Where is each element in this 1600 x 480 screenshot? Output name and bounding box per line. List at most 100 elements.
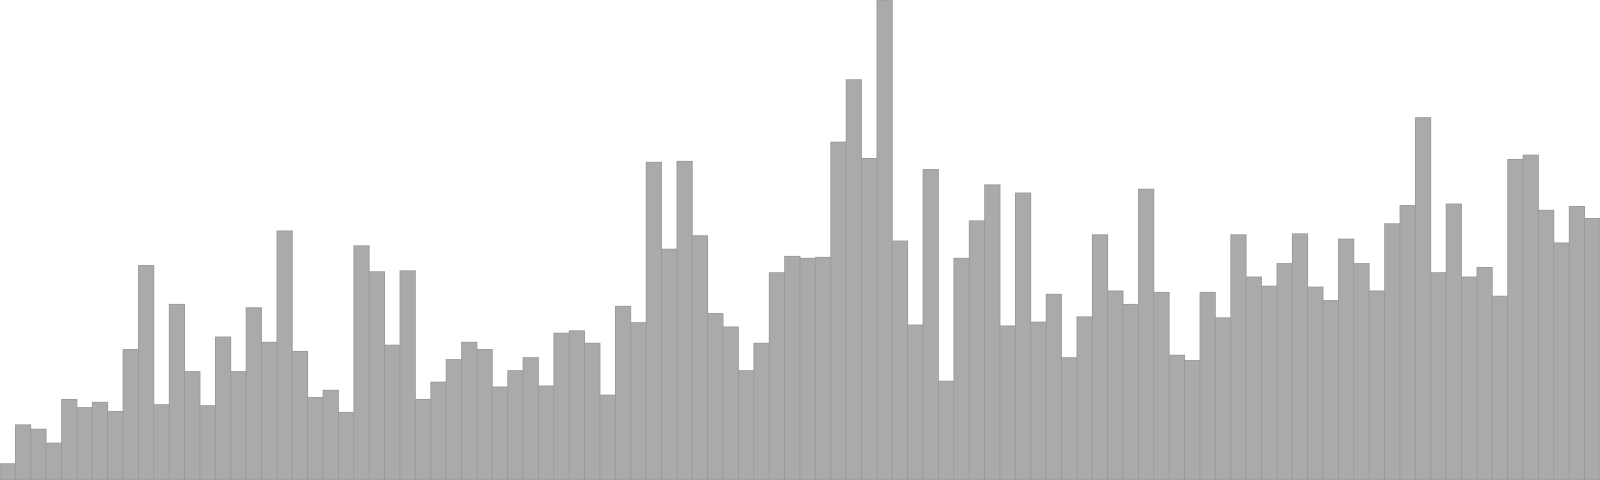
- bar-67: [1014, 192, 1032, 480]
- bar-63: [953, 257, 970, 480]
- bar-92: [1399, 205, 1416, 480]
- bar-46: [691, 235, 709, 480]
- bar-66: [999, 325, 1016, 480]
- bar-57: [861, 157, 878, 480]
- bar-9: [122, 349, 139, 480]
- bar-34: [507, 370, 524, 480]
- bar-56: [845, 79, 862, 480]
- bar-70: [1061, 357, 1078, 480]
- bar-43: [645, 161, 662, 480]
- bar-45: [676, 160, 693, 480]
- bar-37: [553, 332, 570, 480]
- bar-33: [491, 386, 509, 480]
- bar-40: [599, 394, 616, 480]
- bar-20: [291, 350, 309, 480]
- bar-87: [1322, 300, 1339, 480]
- bar-7: [91, 401, 109, 480]
- bar-12: [168, 303, 186, 480]
- bar-49: [738, 370, 755, 480]
- bar-14: [199, 405, 216, 480]
- bar-44: [661, 248, 678, 480]
- bar-16: [230, 371, 247, 480]
- bar-68: [1030, 321, 1047, 480]
- bar-31: [461, 341, 478, 480]
- bar-27: [399, 270, 416, 480]
- bar-23: [338, 411, 355, 480]
- bar-99: [1507, 158, 1524, 480]
- bar-60: [907, 324, 924, 480]
- bar-88: [1338, 238, 1355, 480]
- bar-8: [107, 410, 124, 480]
- bar-10: [138, 265, 155, 480]
- bar-15: [214, 336, 232, 480]
- bar-13: [184, 371, 201, 480]
- bar-50: [753, 342, 770, 480]
- bar-41: [614, 305, 632, 480]
- bar-52: [784, 255, 801, 480]
- bar-54: [814, 256, 832, 480]
- bar-89: [1353, 263, 1370, 480]
- bar-3: [30, 428, 47, 480]
- bar-11: [153, 404, 170, 480]
- bar-4: [45, 442, 62, 480]
- bar-96: [1461, 276, 1478, 480]
- bar-64: [968, 220, 986, 480]
- bar-6: [76, 407, 93, 480]
- bar-69: [1045, 293, 1062, 480]
- bar-71: [1076, 316, 1093, 480]
- bar-73: [1107, 290, 1124, 480]
- bar-58: [876, 0, 893, 480]
- bar-103: [1568, 205, 1586, 480]
- bar-86: [1307, 286, 1324, 480]
- bar-38: [568, 330, 586, 480]
- bar-48: [722, 326, 739, 480]
- bar-25: [368, 271, 386, 480]
- bar-55: [830, 141, 847, 480]
- bar-83: [1261, 285, 1278, 480]
- bar-79: [1199, 291, 1216, 480]
- bar-77: [1168, 354, 1186, 480]
- bar-98: [1491, 295, 1509, 480]
- bar-90: [1368, 290, 1386, 480]
- bar-17: [245, 307, 262, 480]
- bar-84: [1276, 263, 1293, 480]
- bar-29: [430, 381, 447, 480]
- bar-42: [630, 322, 647, 480]
- bar-39: [584, 342, 601, 480]
- bar-18: [261, 341, 278, 480]
- bar-97: [1476, 266, 1493, 480]
- bar-2: [14, 424, 32, 480]
- bar-72: [1091, 234, 1109, 480]
- bar-32: [476, 349, 493, 480]
- bar-65: [984, 184, 1001, 480]
- bar-19: [276, 230, 293, 480]
- bar-102: [1553, 242, 1570, 480]
- bar-104: [1584, 217, 1600, 480]
- bar-51: [768, 272, 786, 480]
- bar-24: [353, 245, 370, 480]
- bar-5: [61, 398, 78, 480]
- bar-61: [922, 169, 939, 480]
- bar-47: [707, 313, 724, 480]
- bar-82: [1245, 276, 1262, 480]
- bar-21: [307, 397, 324, 480]
- bar-62: [938, 380, 955, 480]
- bar-74: [1122, 303, 1139, 480]
- bar-101: [1538, 209, 1555, 480]
- bar-59: [891, 240, 909, 480]
- bar-100: [1522, 154, 1539, 480]
- bar-80: [1214, 317, 1232, 480]
- bar-94: [1430, 272, 1447, 480]
- bar-53: [799, 257, 816, 480]
- bar-81: [1230, 234, 1247, 480]
- bar-75: [1138, 188, 1155, 480]
- bar-78: [1184, 360, 1201, 480]
- bar-22: [322, 389, 339, 480]
- bar-76: [1153, 291, 1170, 480]
- bar-30: [445, 359, 462, 480]
- bar-26: [384, 344, 401, 480]
- bar-93: [1414, 117, 1432, 480]
